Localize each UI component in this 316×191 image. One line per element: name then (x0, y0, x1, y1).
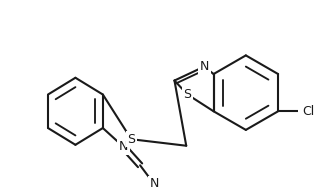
Text: N: N (118, 140, 128, 153)
Text: S: S (127, 133, 135, 146)
Text: N: N (200, 60, 209, 73)
Text: Cl: Cl (303, 105, 315, 118)
Text: N: N (149, 177, 159, 190)
Text: S: S (184, 88, 191, 101)
